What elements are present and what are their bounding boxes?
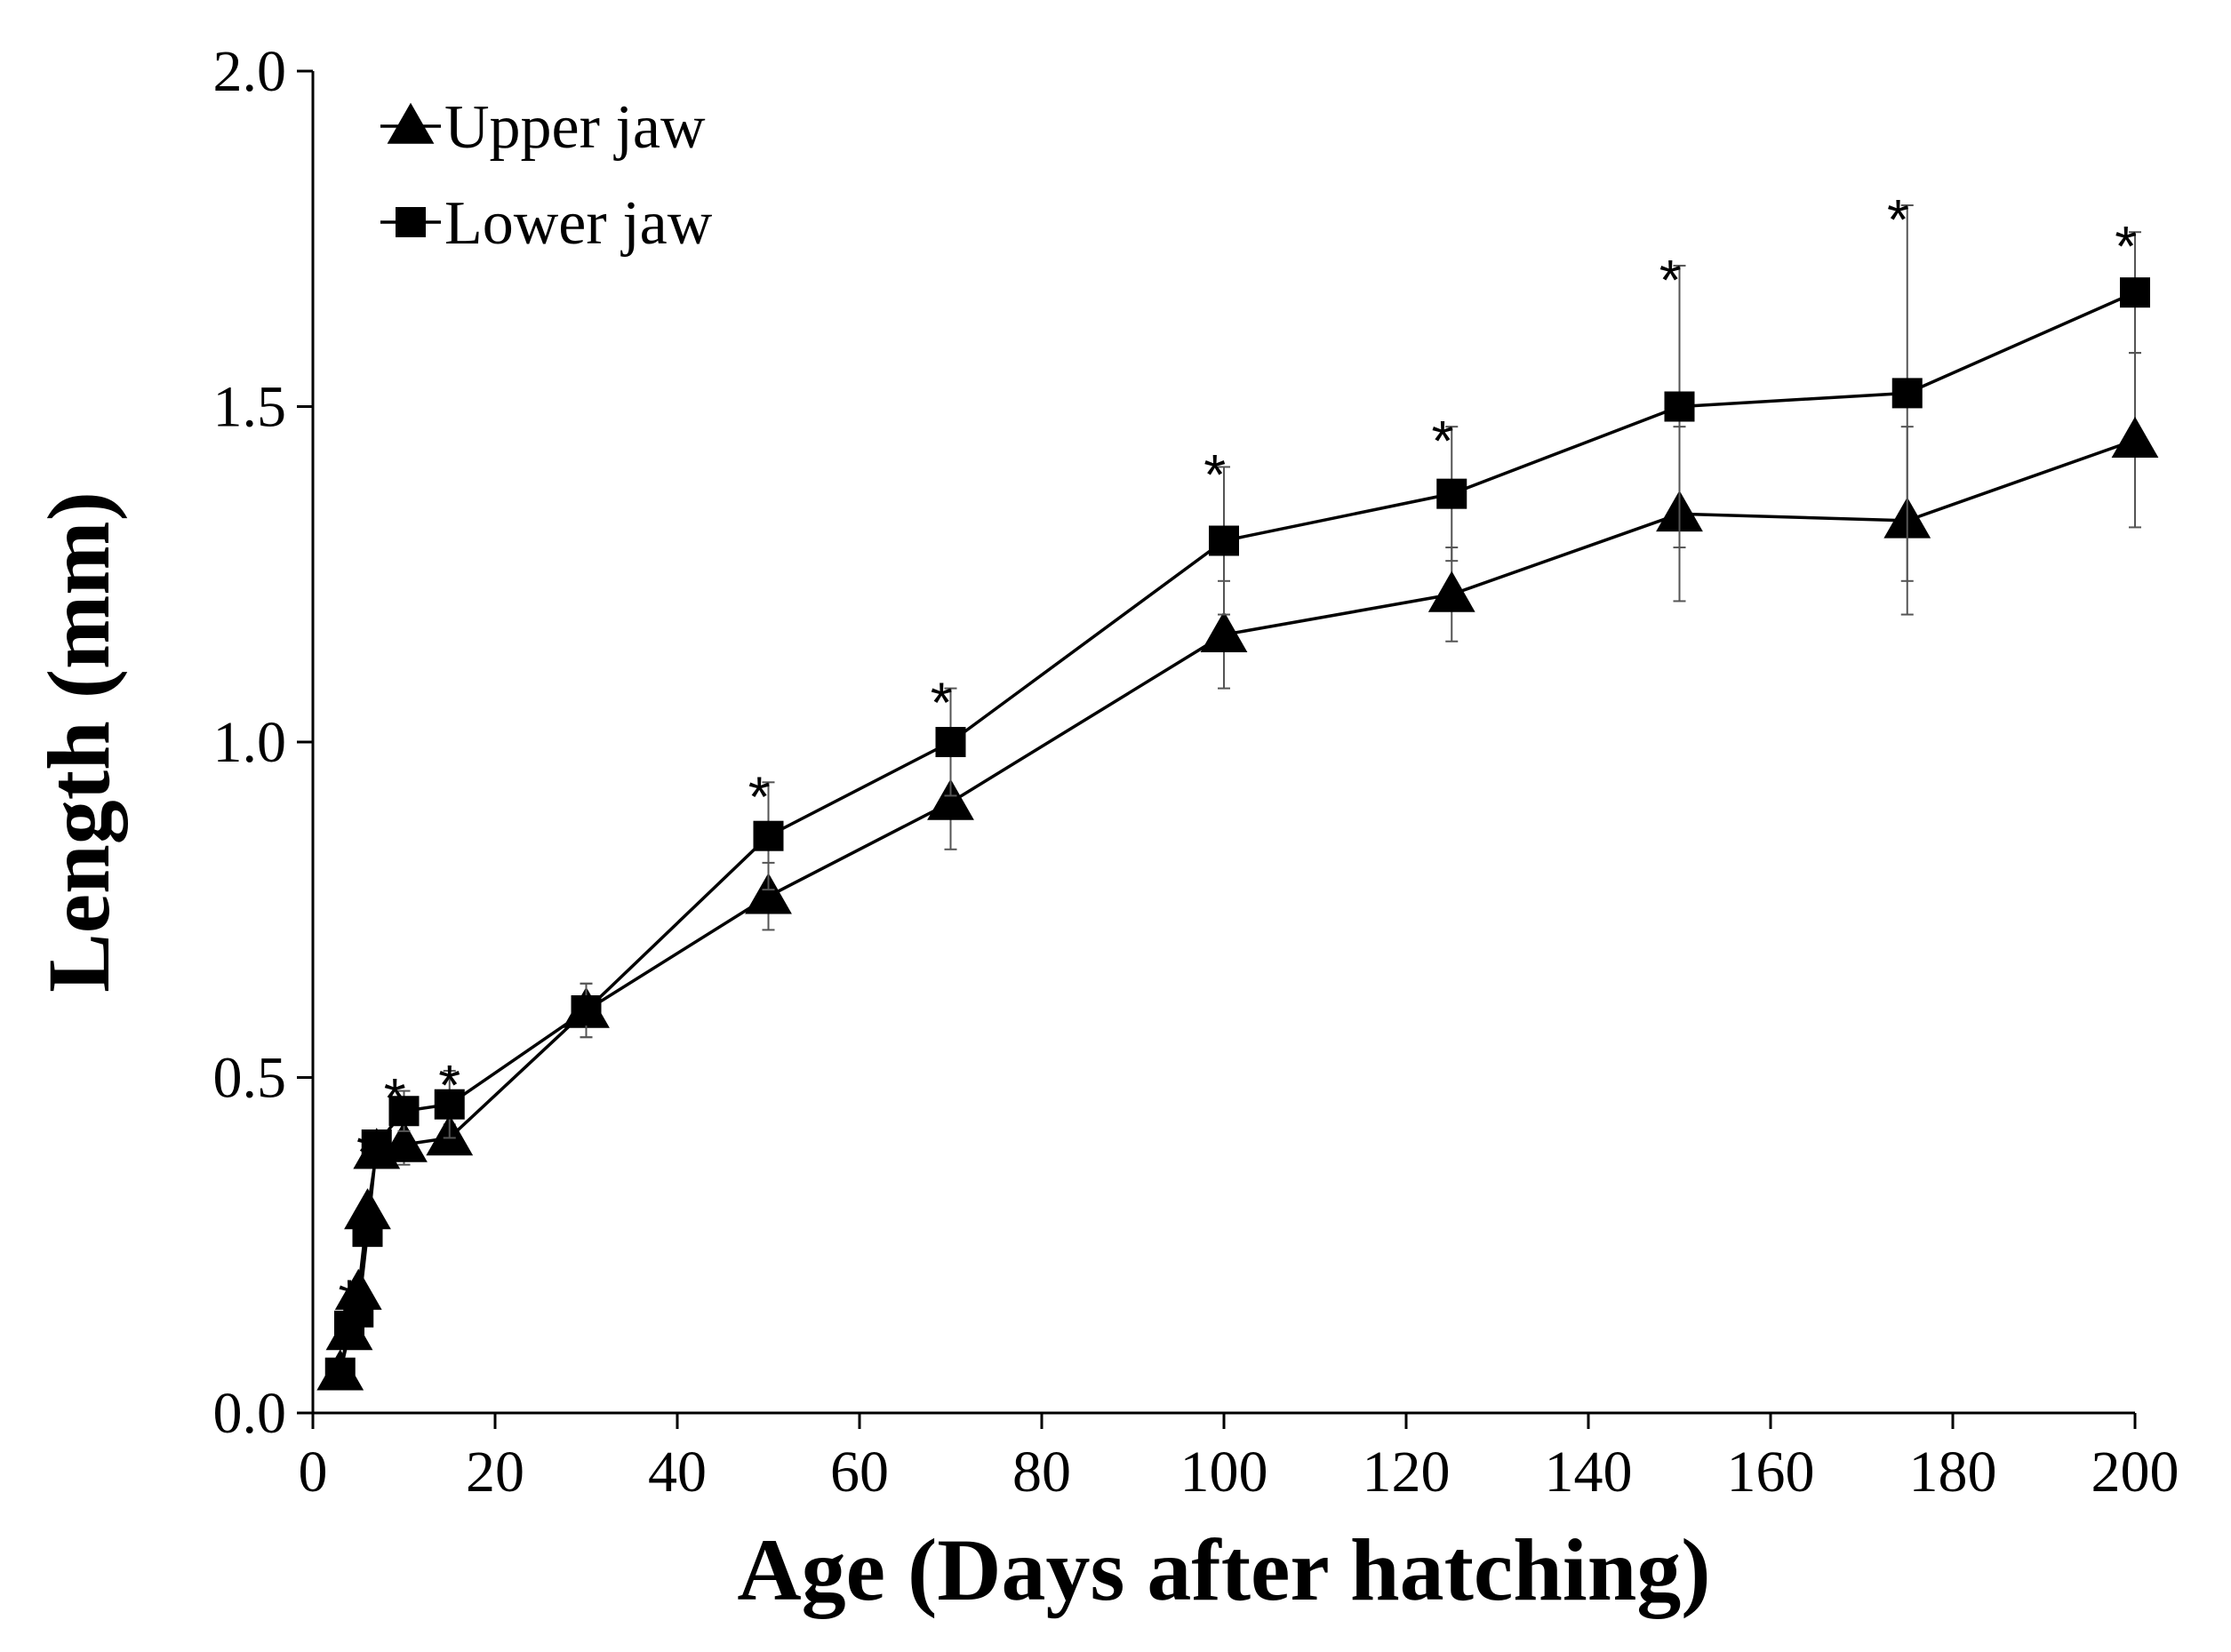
x-tick-label: 60	[830, 1440, 889, 1504]
square-marker	[1209, 525, 1239, 556]
axes: 0.0 0.5 1.0 1.5 2.0 0 20 40 60 80 100 120 140 160 180 2…	[213, 39, 2179, 1504]
square-marker	[361, 1129, 392, 1160]
square-marker	[935, 727, 966, 757]
legend: Upper jaw Lower jaw	[380, 93, 713, 258]
significance-star: *	[356, 1120, 379, 1184]
annotation-layer: **** ******* *	[339, 188, 2138, 1332]
x-tick-label: 180	[1909, 1440, 1997, 1504]
triangle-marker	[1427, 571, 1475, 612]
significance-star: *	[1432, 409, 1454, 473]
series-lower-jaw	[324, 204, 2150, 1388]
significance-star: *	[1659, 248, 1682, 312]
legend-item: Upper jaw	[380, 93, 706, 162]
series-line	[339, 291, 2136, 1374]
significance-star: *	[748, 764, 771, 828]
square-marker	[324, 1357, 356, 1388]
square-marker	[388, 1096, 420, 1127]
x-tick-label: 200	[2091, 1440, 2179, 1504]
x-tick-label: 20	[466, 1440, 524, 1504]
significance-star: *	[352, 1194, 374, 1258]
legend-label: Lower jaw	[444, 189, 713, 258]
square-marker	[1664, 391, 1695, 422]
significance-star: *	[1887, 188, 1909, 251]
x-tick-label: 100	[1180, 1440, 1268, 1504]
triangle-marker	[387, 102, 435, 144]
x-tick-label: 140	[1545, 1440, 1633, 1504]
y-tick-label: 1.0	[213, 710, 287, 775]
square-marker	[396, 207, 426, 237]
square-marker	[753, 820, 784, 851]
legend-item: Lower jaw	[380, 189, 713, 258]
square-marker	[343, 1297, 374, 1328]
x-tick-label: 160	[1727, 1440, 1815, 1504]
significance-star: *	[931, 671, 953, 735]
square-marker	[1891, 378, 1923, 409]
square-marker	[571, 995, 602, 1026]
series-line	[339, 438, 2136, 1374]
significance-star: *	[339, 1268, 361, 1332]
triangle-marker	[1200, 611, 1248, 652]
significance-star: *	[438, 1053, 460, 1117]
triangle-marker	[745, 873, 792, 914]
triangle-marker	[2111, 416, 2159, 459]
y-tick-label: 0.0	[213, 1381, 287, 1446]
y-tick-label: 0.5	[213, 1046, 287, 1111]
x-axis-title: Age (Days after hatching)	[737, 1520, 1710, 1619]
significance-star: *	[2115, 214, 2137, 278]
square-marker	[1436, 478, 1467, 509]
y-tick-label: 1.5	[213, 375, 287, 440]
series-layer	[316, 204, 2159, 1391]
y-tick-label: 2.0	[213, 39, 287, 104]
triangle-marker	[927, 778, 974, 820]
significance-star: *	[384, 1066, 406, 1130]
square-marker	[2120, 277, 2150, 308]
x-tick-label: 0	[299, 1440, 328, 1504]
significance-star: *	[1203, 443, 1226, 507]
square-marker	[434, 1089, 465, 1120]
series-upper-jaw	[316, 352, 2159, 1391]
x-tick-label: 40	[648, 1440, 707, 1504]
x-tick-label: 80	[1012, 1440, 1071, 1504]
x-tick-label: 120	[1363, 1440, 1451, 1504]
square-marker	[352, 1217, 383, 1248]
legend-label: Upper jaw	[444, 93, 706, 162]
triangle-marker	[380, 1121, 428, 1162]
y-axis-title: Length (mm)	[29, 491, 128, 993]
